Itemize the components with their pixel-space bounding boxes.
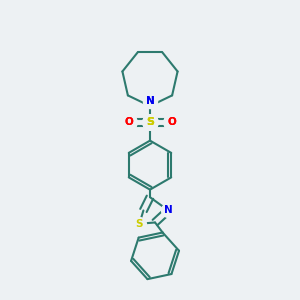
Text: S: S (146, 117, 154, 128)
Text: S: S (146, 117, 154, 128)
Text: N: N (146, 96, 154, 106)
Text: N: N (146, 96, 154, 106)
Text: S: S (136, 219, 143, 229)
Text: N: N (164, 206, 172, 215)
Text: O: O (124, 117, 133, 128)
Text: S: S (146, 117, 154, 128)
Text: O: O (124, 117, 133, 128)
Text: O: O (167, 117, 176, 128)
Text: O: O (167, 117, 176, 128)
